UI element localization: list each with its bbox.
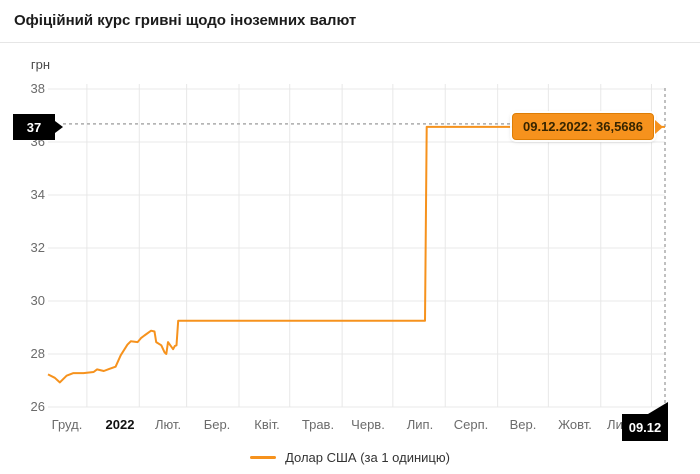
y-axis-unit-label: грн xyxy=(30,57,50,72)
page-title: Офіційний курс гривні щодо іноземних вал… xyxy=(14,12,357,29)
legend-series-label: Долар США (за 1 одиницю) xyxy=(285,450,450,465)
x-tick-mar: Бер. xyxy=(203,417,231,432)
y-tick-34: 34 xyxy=(30,187,45,202)
x-tick-feb: Лют. xyxy=(154,417,182,432)
x-tick-may: Трав. xyxy=(301,417,335,432)
x-tick-apr: Квіт. xyxy=(254,417,280,432)
y-tick-30: 30 xyxy=(30,293,45,308)
header-divider xyxy=(0,42,700,43)
current-value-axis-badge: 37 xyxy=(13,114,63,140)
y-tick-26: 26 xyxy=(30,399,45,414)
legend-line-swatch xyxy=(250,456,277,459)
x-tick-oct: Жовт. xyxy=(558,417,592,432)
chart-legend[interactable]: Долар США (за 1 одиницю) xyxy=(0,450,700,465)
x-tick-dec: Груд. xyxy=(51,417,83,432)
x-tick-jul: Лип. xyxy=(406,417,434,432)
usd-rate-line xyxy=(47,125,665,384)
current-date-axis-badge: 09.12 xyxy=(622,402,668,441)
x-tick-aug: Серп. xyxy=(453,417,489,432)
rate-tooltip: 09.12.2022: 36,5686 xyxy=(512,113,663,140)
x-tick-jun: Черв. xyxy=(351,417,385,432)
y-tick-28: 28 xyxy=(30,346,45,361)
x-tick-sep: Вер. xyxy=(509,417,537,432)
y-tick-38: 38 xyxy=(30,81,45,96)
x-tick-2022: 2022 xyxy=(105,417,135,432)
y-tick-32: 32 xyxy=(30,240,45,255)
